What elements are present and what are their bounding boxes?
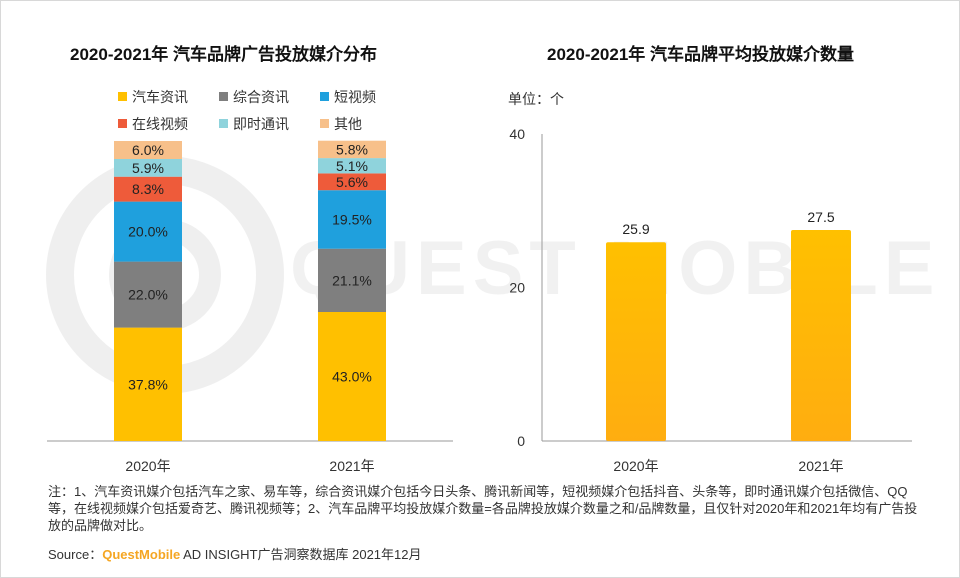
legend-item: 短视频	[320, 88, 376, 106]
y-tick-label: 20	[509, 280, 525, 296]
legend-swatch	[320, 92, 329, 101]
source-label: Source：	[48, 547, 103, 562]
data-label: 5.1%	[336, 158, 368, 174]
data-label: 8.3%	[132, 181, 164, 197]
x-tick-label: 2021年	[798, 458, 843, 474]
average-bar-chart: 0 20 40 25.9 2020年 27.5 2021年	[509, 126, 912, 474]
legend-swatch	[118, 119, 127, 128]
legend-swatch	[118, 92, 127, 101]
footnote: 注：1、汽车资讯媒介包括汽车之家、易车等，综合资讯媒介包括今日头条、腾讯新闻等，…	[48, 484, 918, 533]
bar-segment	[114, 141, 182, 159]
bar-segment	[318, 140, 386, 159]
bar-segment	[318, 248, 386, 312]
bar-segment	[114, 201, 182, 262]
data-label: 6.0%	[132, 142, 164, 158]
data-label: 5.8%	[336, 141, 368, 157]
bar-segment	[318, 173, 386, 191]
bar-segment	[318, 158, 386, 174]
legend-label: 即时通讯	[233, 116, 289, 132]
data-label: 25.9	[622, 221, 649, 237]
bar-segment	[114, 176, 182, 202]
bar	[606, 242, 666, 441]
data-label: 27.5	[807, 209, 834, 225]
bar-segment	[318, 190, 386, 249]
bar-segment	[318, 312, 386, 441]
bar-segment	[114, 261, 182, 328]
x-tick-label: 2020年	[613, 458, 658, 474]
source-line: Source：QuestMobile AD INSIGHT广告洞察数据库 202…	[48, 544, 422, 563]
data-label: 21.1%	[332, 272, 372, 288]
legend-item: 综合资讯	[219, 88, 289, 106]
stacked-bar-chart: 37.8% 22.0% 20.0% 8.3% 5.9% 6.0% 2020年 43.0% 21.…	[47, 140, 453, 474]
legend-label: 在线视频	[132, 116, 188, 132]
source-brand: QuestMobile	[102, 547, 181, 562]
legend-item: 在线视频	[118, 115, 188, 133]
unit-label: 单位：个	[508, 91, 564, 107]
y-tick-label: 0	[517, 433, 525, 449]
bar-segment	[114, 159, 182, 177]
legend-label: 短视频	[334, 89, 376, 105]
x-tick-label: 2021年	[329, 458, 374, 474]
y-tick-label: 40	[509, 126, 525, 142]
bar	[791, 229, 851, 441]
data-label: 5.9%	[132, 160, 164, 176]
data-label: 20.0%	[128, 224, 168, 240]
data-label: 43.0%	[332, 369, 372, 385]
data-label: 19.5%	[332, 211, 372, 227]
legend-swatch	[219, 119, 228, 128]
legend-item: 即时通讯	[219, 115, 289, 133]
data-label: 22.0%	[128, 287, 168, 303]
data-label: 5.6%	[336, 174, 368, 190]
left-chart-title: 2020-2021年 汽车品牌广告投放媒介分布	[70, 45, 378, 64]
legend-label: 汽车资讯	[132, 89, 188, 105]
legend-item: 其他	[320, 115, 362, 133]
legend-label: 其他	[334, 116, 362, 132]
legend-swatch	[219, 92, 228, 101]
bar-segment	[114, 327, 182, 441]
legend-swatch	[320, 119, 329, 128]
right-chart-title: 2020-2021年 汽车品牌平均投放媒介数量	[547, 45, 855, 64]
source-text: AD INSIGHT广告洞察数据库 2021年12月	[180, 547, 422, 562]
legend-item: 汽车资讯	[118, 88, 188, 106]
x-tick-label: 2020年	[125, 458, 170, 474]
data-label: 37.8%	[128, 376, 168, 392]
legend-label: 综合资讯	[233, 89, 289, 105]
